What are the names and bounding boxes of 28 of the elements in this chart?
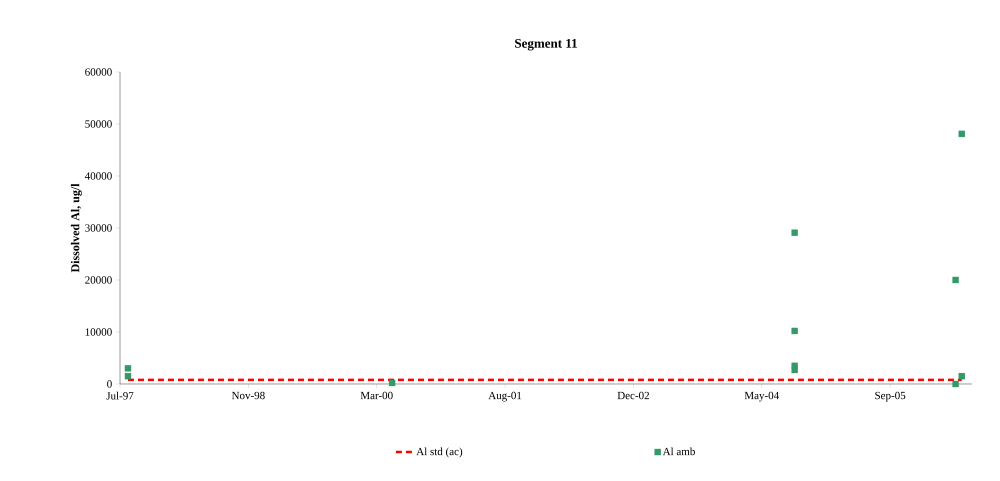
x-tick-label: Sep-05: [875, 392, 906, 402]
point: [952, 380, 959, 388]
x-tick-label: May-04: [744, 392, 780, 402]
y-axis-title: Dissolved Al, ug/l: [70, 184, 82, 272]
x-tick-label: Dec-02: [618, 392, 649, 400]
point: [791, 328, 798, 334]
point: [388, 380, 396, 386]
y-tick-label: 50000: [85, 120, 112, 128]
y-tick-label: 20000: [85, 276, 112, 284]
legend-label: Al amb: [662, 447, 695, 456]
point: [958, 130, 965, 138]
y-tick-label: 60000: [85, 68, 112, 76]
x-tick-label: Aug-01: [488, 392, 522, 402]
y-tick-label: 40000: [84, 172, 112, 180]
point: [958, 372, 965, 380]
x-tick-label: Mar-00: [360, 392, 393, 400]
x-tick-label: Nov-98: [232, 392, 265, 400]
point: [124, 372, 132, 380]
point: [124, 365, 132, 372]
y-tick-label: 30000: [85, 224, 112, 232]
x-tick-label: Jul-97: [106, 392, 134, 400]
point: [791, 366, 798, 374]
legend-label: Al std (ac): [416, 447, 462, 458]
chart-title: Segment 11: [515, 38, 577, 50]
point: [791, 229, 798, 236]
y-tick-label: 0: [107, 380, 112, 388]
y-tick-label: 10000: [86, 328, 112, 336]
point: [952, 276, 959, 284]
